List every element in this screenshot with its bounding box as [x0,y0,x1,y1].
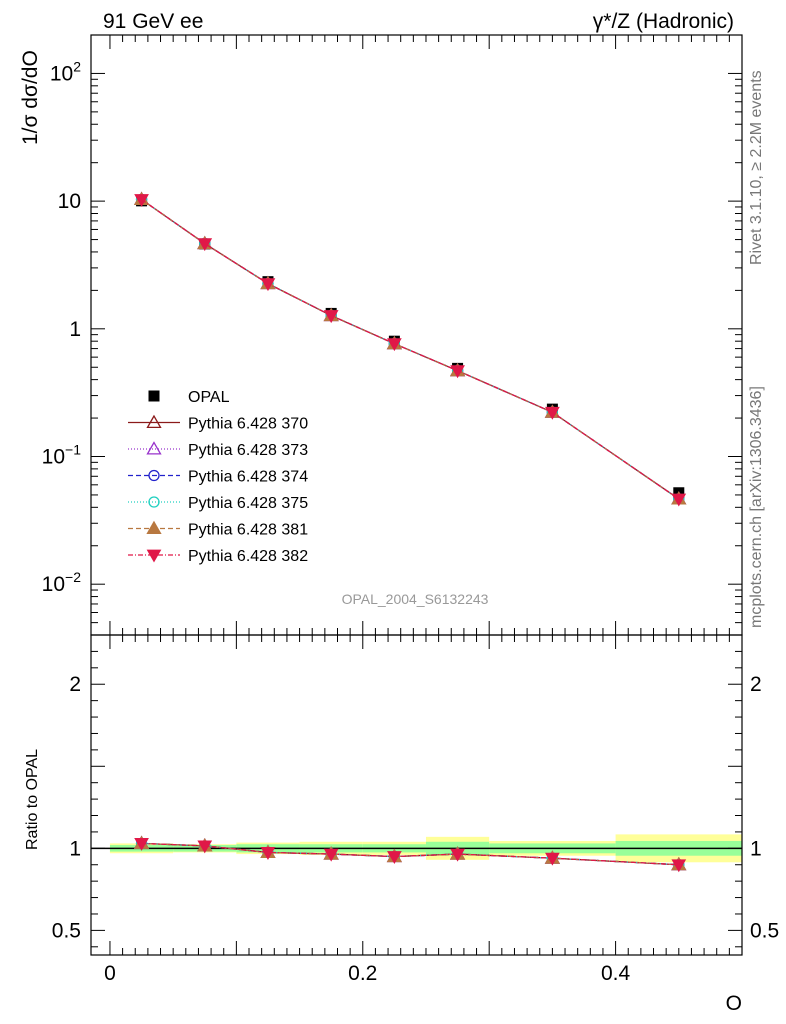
legend-label: Pythia 6.428 375 [188,495,308,512]
y-tick-label: 10−2 [42,569,82,596]
series-point [134,194,149,207]
ratio-y-tick-label-right: 2 [750,673,762,696]
legend-marker [148,496,160,508]
legend-marker [148,469,160,482]
series-point [323,310,339,324]
rivet-label: Rivet 3.1.10, ≥ 2.2M events [748,70,765,265]
legend-label: Pythia 6.428 382 [188,548,308,565]
ratio-y-tick-label: 0.5 [52,919,81,942]
series-point [671,493,687,507]
legend-label: Pythia 6.428 374 [188,469,308,486]
main-plot: 102 10 1 10−1 10−2 [42,34,743,636]
ratio-frame [90,634,743,956]
analysis-label: OPAL_2004_S6132243 [342,591,489,607]
ratio-series-line [141,842,679,866]
legend-label: Pythia 6.428 373 [188,442,308,459]
ratio-y-tick-label: 2 [69,673,81,696]
ratio-series-point [260,847,276,860]
ratio-y-tick-label-right: 1 [750,837,762,860]
legend-marker [146,441,162,455]
series-point [450,365,465,379]
x-tick-label: 0.4 [601,962,631,985]
y-tick-label: 1 [69,318,81,341]
mcplots-label: mcplots.cern.ch [arXiv:1306.3436] [748,386,765,628]
ratio-y-tick-label-right: 0.5 [750,919,779,942]
ratio-ylabel: Ratio to OPAL [24,749,41,850]
header-right: γ*/Z (Hadronic) [593,10,734,33]
y-tick-label: 10−1 [42,442,82,469]
legend-marker [146,549,162,563]
ratio-y-tick-label: 1 [69,837,81,860]
series-point [260,278,276,292]
ratio-series-point [323,848,339,862]
ratio-series-point [671,859,687,873]
legend: OPAL Pythia 6.428 370 Pythia 6.428 373 Pyth… [128,389,308,565]
ratio-series-point [450,848,465,862]
legend-marker [146,414,162,429]
series-point [545,406,560,420]
main-ylabel: 1/σ dσ/dO [19,50,42,145]
y-tick-label: 10 [58,190,81,213]
legend-label: Pythia 6.428 381 [188,522,308,539]
xlabel: O [726,992,742,1015]
main-frame [90,34,743,636]
ratio-series-point [545,852,560,866]
ratio-plot: 2 2 1 1 0.5 0.5 0 0.2 0.4 [52,634,779,985]
series-point [387,338,402,352]
legend-label: Pythia 6.428 370 [188,416,308,433]
ratio-series-point [197,840,213,854]
legend-marker-opal [148,390,160,402]
legend-label-opal: OPAL [188,389,230,406]
ratio-series-point [134,838,149,851]
legend-marker [146,520,162,535]
series-line [141,198,680,500]
ratio-series-point [387,851,402,865]
y-tick-label: 102 [50,58,81,85]
x-tick-label: 0.2 [348,962,377,985]
series-point [197,238,213,252]
x-tick-label: 0 [104,962,116,985]
header-left: 91 GeV ee [103,10,203,33]
